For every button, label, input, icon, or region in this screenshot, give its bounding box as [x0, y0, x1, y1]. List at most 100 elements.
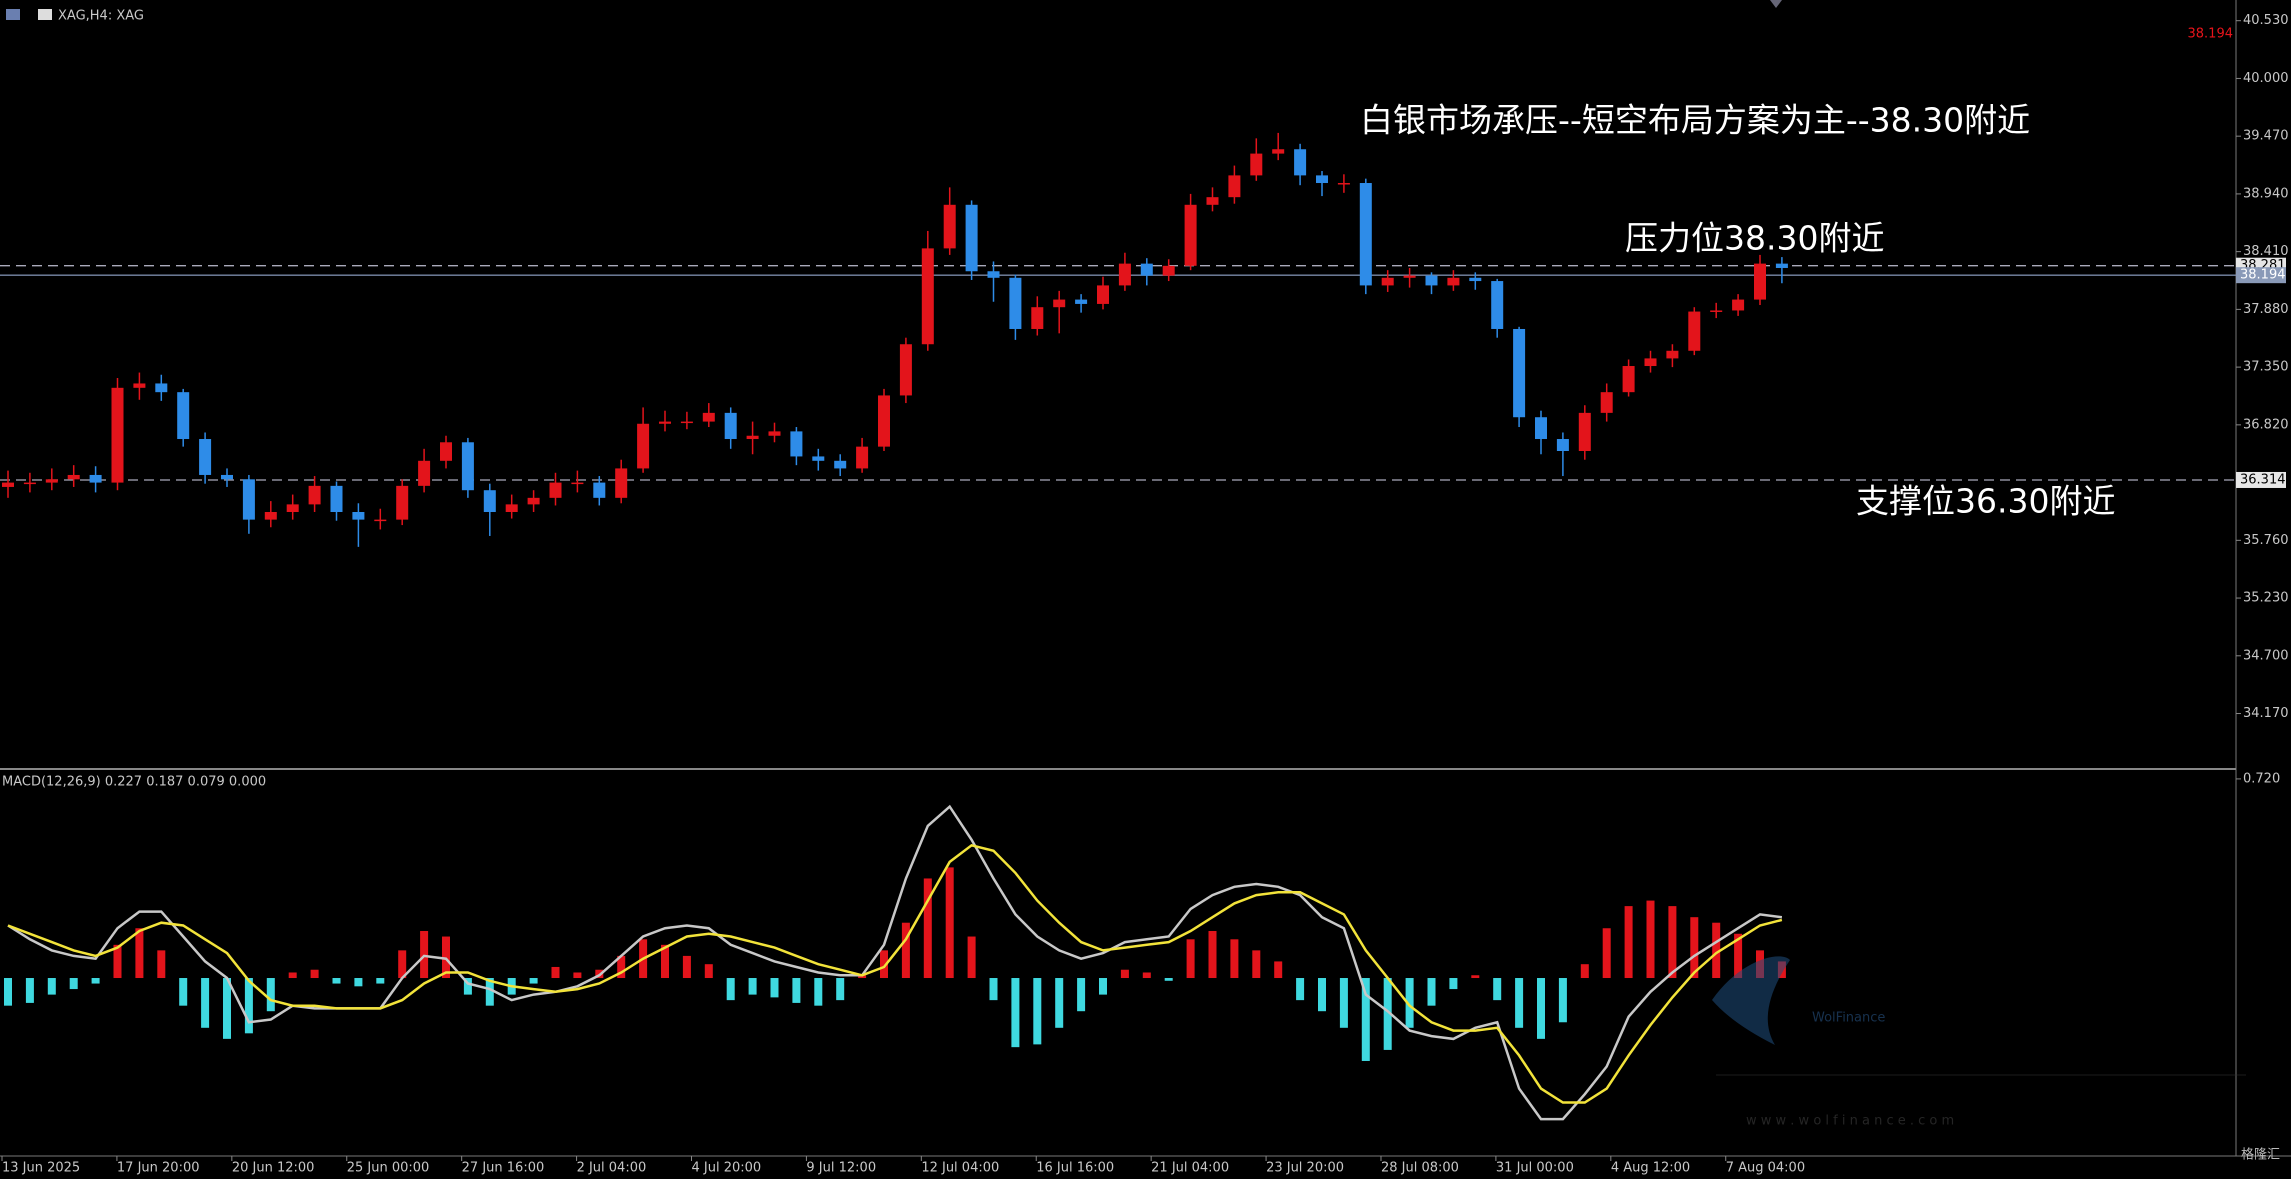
- histogram-bar: [91, 978, 100, 984]
- candle-body: [23, 482, 36, 485]
- candle-body: [374, 519, 387, 522]
- histogram-bar: [1099, 978, 1107, 995]
- candle-body: [199, 439, 212, 475]
- candle-body: [1381, 277, 1394, 286]
- x-tick-label: 9 Jul 12:00: [806, 1161, 876, 1176]
- histogram-bar: [858, 975, 867, 979]
- x-tick-label: 21 Jul 04:00: [1151, 1161, 1229, 1176]
- histogram-bar: [1537, 978, 1545, 1039]
- y-tick-label: 35.230: [2243, 591, 2289, 606]
- candle-body: [921, 248, 934, 345]
- candle-body: [1053, 299, 1066, 308]
- histogram-bar: [332, 978, 341, 984]
- y-tick-label: 36.820: [2243, 417, 2289, 432]
- candle-body: [1184, 204, 1197, 266]
- candle-body: [89, 474, 102, 483]
- histogram-bar: [25, 978, 34, 1003]
- histogram-bar: [463, 978, 472, 995]
- y-tick-label: 38.410: [2243, 244, 2289, 259]
- candle-body: [1600, 392, 1613, 413]
- histogram-bar: [1427, 978, 1436, 1006]
- histogram-bar: [1361, 978, 1370, 1061]
- y-tick-label: 38.940: [2243, 186, 2289, 201]
- candle-body: [1031, 307, 1044, 329]
- histogram-bar: [1515, 978, 1524, 1028]
- histogram-bar: [989, 978, 998, 1001]
- histogram-bar: [201, 978, 210, 1028]
- candle-body: [1775, 263, 1788, 268]
- annotation: 白银市场承压--短空布局方案为主--38.30附近: [1360, 101, 2030, 140]
- x-tick-label: 12 Jul 04:00: [921, 1161, 999, 1176]
- candle-body: [593, 482, 606, 498]
- candle-body: [1403, 275, 1416, 278]
- histogram-bar: [880, 950, 888, 979]
- histogram-bar: [1449, 978, 1458, 990]
- annotation: 压力位38.30附近: [1625, 219, 1884, 258]
- x-tick-label: 25 Jun 00:00: [347, 1161, 430, 1176]
- candle-body: [834, 460, 847, 469]
- candle-body: [1732, 299, 1745, 311]
- candle-body: [1644, 358, 1657, 367]
- symbol-icon: [6, 9, 20, 20]
- x-tick-label: 31 Jul 00:00: [1496, 1161, 1574, 1176]
- histogram-bar: [310, 969, 319, 979]
- candle-body: [549, 482, 562, 498]
- histogram-bar: [661, 944, 669, 979]
- current-price-axis-label: 38.194: [2240, 268, 2286, 283]
- y-tick-label: 39.470: [2243, 129, 2289, 144]
- histogram-bar: [113, 944, 122, 979]
- histogram-bar: [726, 978, 735, 1001]
- histogram-bar: [1493, 978, 1502, 1001]
- current-price-box: [2236, 267, 2286, 284]
- histogram-bar: [1339, 978, 1348, 1028]
- histogram-bar: [1558, 978, 1567, 1023]
- candle-body: [702, 412, 715, 422]
- histogram-bar: [770, 978, 779, 998]
- candle-body: [1535, 417, 1547, 440]
- histogram-bar: [1296, 978, 1305, 1001]
- histogram-bar: [485, 978, 494, 1006]
- candle-body: [527, 497, 540, 505]
- indicator-line: [7, 843, 1783, 1104]
- candle-body: [1556, 439, 1569, 451]
- histogram-bar: [420, 931, 429, 979]
- candle-body: [987, 271, 1000, 278]
- histogram-bar: [901, 922, 910, 979]
- candle-body: [724, 412, 737, 440]
- candle-body: [943, 204, 956, 249]
- candle-body: [308, 485, 321, 505]
- x-tick-label: 7 Aug 04:00: [1726, 1161, 1805, 1176]
- histogram-bar: [1033, 978, 1042, 1045]
- y-tick-label: 34.700: [2243, 648, 2289, 663]
- candle-body: [1754, 263, 1766, 300]
- histogram-bar: [1646, 900, 1655, 979]
- candle-body: [505, 504, 518, 512]
- x-tick-label: 27 Jun 16:00: [462, 1161, 545, 1176]
- candle-body: [1316, 175, 1328, 184]
- symbol-icon: [38, 9, 52, 20]
- candle-body: [2, 482, 14, 487]
- histogram-bar: [1602, 928, 1611, 979]
- candle-body: [812, 456, 825, 461]
- histogram-bar: [551, 966, 560, 979]
- symbol-label: XAG,H4: XAG: [58, 9, 144, 24]
- y-tick-label: 34.170: [2243, 706, 2289, 721]
- candle-body: [878, 395, 890, 447]
- candle-body: [133, 383, 146, 388]
- histogram-bar: [1208, 931, 1217, 979]
- candle-body: [461, 442, 474, 491]
- y-tick-label: 40.530: [2243, 13, 2289, 28]
- histogram-bar: [1164, 978, 1173, 981]
- candle-body: [659, 421, 671, 424]
- candle-body: [1469, 277, 1482, 282]
- histogram-bar: [1734, 933, 1743, 979]
- candle-body: [571, 482, 584, 485]
- x-tick-label: 4 Jul 20:00: [691, 1161, 761, 1176]
- shift-marker: [1770, 0, 1782, 8]
- candle-body: [790, 431, 803, 457]
- candle-body: [965, 204, 978, 272]
- candle-body: [177, 392, 190, 440]
- histogram-bar: [1318, 978, 1326, 1012]
- candle-body: [1075, 299, 1088, 304]
